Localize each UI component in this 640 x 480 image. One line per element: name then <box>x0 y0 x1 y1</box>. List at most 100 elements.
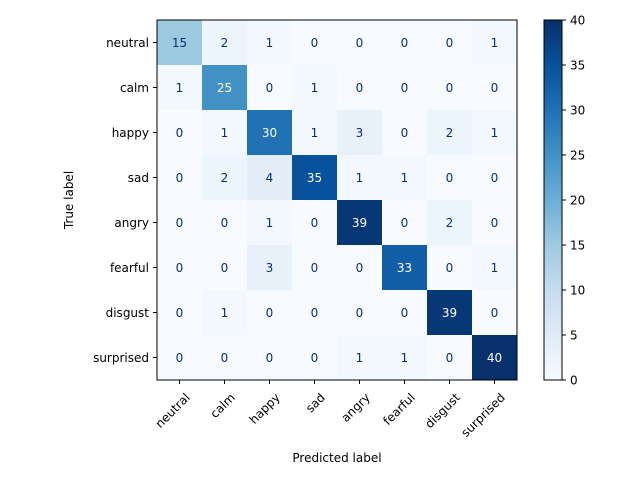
heatmap-cell <box>292 290 338 336</box>
cell-value-label: 35 <box>307 171 322 185</box>
cell-value-label: 0 <box>266 81 274 95</box>
cell-value-label: 0 <box>401 81 409 95</box>
cell-value-label: 0 <box>311 261 319 275</box>
y-axis-ticks: neutral calm happy sad angry fearful disgust su… <box>93 36 157 365</box>
heatmap-cell <box>382 200 428 246</box>
heatmap-cell <box>382 65 428 111</box>
x-axis-label: Predicted label <box>292 451 381 465</box>
cell-value-label: 0 <box>401 126 409 140</box>
cell-value-label: 1 <box>221 126 229 140</box>
heatmap-cell <box>472 245 518 291</box>
heatmap-cell <box>427 20 473 66</box>
cell-value-label: 0 <box>221 261 229 275</box>
heatmap-cell <box>202 290 248 336</box>
heatmap-cell <box>427 155 473 201</box>
cell-value-label: 0 <box>176 261 184 275</box>
cell-value-label: 2 <box>221 171 229 185</box>
cell-value-label: 0 <box>176 216 184 230</box>
colorbar-tick-label: 0 <box>570 374 578 388</box>
heatmap-cell <box>157 65 203 111</box>
cell-value-label: 1 <box>491 36 499 50</box>
cell-value-label: 0 <box>266 351 274 365</box>
heatmap-cell <box>427 335 473 381</box>
heatmap-cell <box>472 290 518 336</box>
heatmap-cell <box>292 335 338 381</box>
heatmap-cells <box>157 20 518 381</box>
heatmap-cell <box>292 65 338 111</box>
colorbar-tick-label: 5 <box>570 329 578 343</box>
heatmap-frame <box>156 19 518 381</box>
cell-value-label: 1 <box>311 81 319 95</box>
cell-value-label: 0 <box>266 306 274 320</box>
heatmap-cell <box>202 155 248 201</box>
colorbar-tick-label: 30 <box>570 104 585 118</box>
heatmap-cell <box>427 110 473 156</box>
cell-value-label: 0 <box>491 171 499 185</box>
cell-value-label: 0 <box>401 216 409 230</box>
heatmap-cell <box>292 245 338 291</box>
colorbar-tick-label: 20 <box>570 194 585 208</box>
cell-value-label: 39 <box>442 306 457 320</box>
cell-value-label: 0 <box>176 306 184 320</box>
cell-value-label: 0 <box>491 81 499 95</box>
heatmap-cell <box>157 20 203 66</box>
cell-value-label: 15 <box>172 36 187 50</box>
cell-value-label: 2 <box>446 216 454 230</box>
cell-value-label: 0 <box>446 261 454 275</box>
heatmap-cell <box>382 335 428 381</box>
cell-value-label: 0 <box>221 351 229 365</box>
heatmap-cell <box>427 290 473 336</box>
heatmap-cell <box>472 335 518 381</box>
y-tick-label: fearful <box>110 261 149 275</box>
cell-value-label: 0 <box>446 81 454 95</box>
cell-value-label: 25 <box>217 81 232 95</box>
cell-value-label: 0 <box>176 351 184 365</box>
cell-value-label: 1 <box>176 81 184 95</box>
heatmap-cell <box>337 335 383 381</box>
heatmap-cell <box>247 20 293 66</box>
cell-value-label: 0 <box>356 81 364 95</box>
heatmap-cell <box>382 155 428 201</box>
cell-value-label: 0 <box>311 216 319 230</box>
cell-value-label: 30 <box>262 126 277 140</box>
cell-value-label: 0 <box>176 171 184 185</box>
cell-value-label: 2 <box>221 36 229 50</box>
heatmap-cell <box>382 245 428 291</box>
heatmap-cell <box>337 65 383 111</box>
cell-value-label: 0 <box>356 306 364 320</box>
cell-value-label: 1 <box>266 36 274 50</box>
heatmap-cell <box>202 20 248 66</box>
heatmap-cell <box>337 245 383 291</box>
heatmap-cell <box>292 200 338 246</box>
heatmap-cell <box>292 155 338 201</box>
heatmap-cell <box>337 200 383 246</box>
cell-value-label: 1 <box>401 351 409 365</box>
heatmap-cell <box>202 335 248 381</box>
heatmap-cell <box>382 20 428 66</box>
cell-value-label: 1 <box>401 171 409 185</box>
y-axis-label: True label <box>62 171 76 230</box>
y-tick-label: happy <box>112 126 149 140</box>
heatmap-cell <box>157 290 203 336</box>
y-tick-label: sad <box>128 171 149 185</box>
cell-value-label: 0 <box>176 126 184 140</box>
cell-value-label: 0 <box>401 306 409 320</box>
cell-value-label: 33 <box>397 261 412 275</box>
cell-value-label: 0 <box>401 36 409 50</box>
heatmap-cell <box>472 20 518 66</box>
heatmap-cell <box>427 200 473 246</box>
cell-value-label: 3 <box>356 126 364 140</box>
heatmap-cell <box>472 65 518 111</box>
cell-value-labels: 15 2 1 0 0 0 0 11 25 0 1 0 0 0 00 1 30 1 3 0 2 10 2 4 35 1 1 0 00 0 1 0… <box>172 36 502 365</box>
colorbar-tick-label: 15 <box>570 239 585 253</box>
heatmap-cell <box>472 200 518 246</box>
cell-value-label: 0 <box>221 216 229 230</box>
heatmap-cell <box>292 110 338 156</box>
cell-value-label: 1 <box>356 351 364 365</box>
colorbar-ticks: 0 5 10 15 20 25 30 35 40 <box>562 14 585 388</box>
heatmap-cell <box>157 335 203 381</box>
colorbar-tick-label: 40 <box>570 14 585 28</box>
heatmap-cell <box>202 110 248 156</box>
heatmap-cell <box>247 335 293 381</box>
